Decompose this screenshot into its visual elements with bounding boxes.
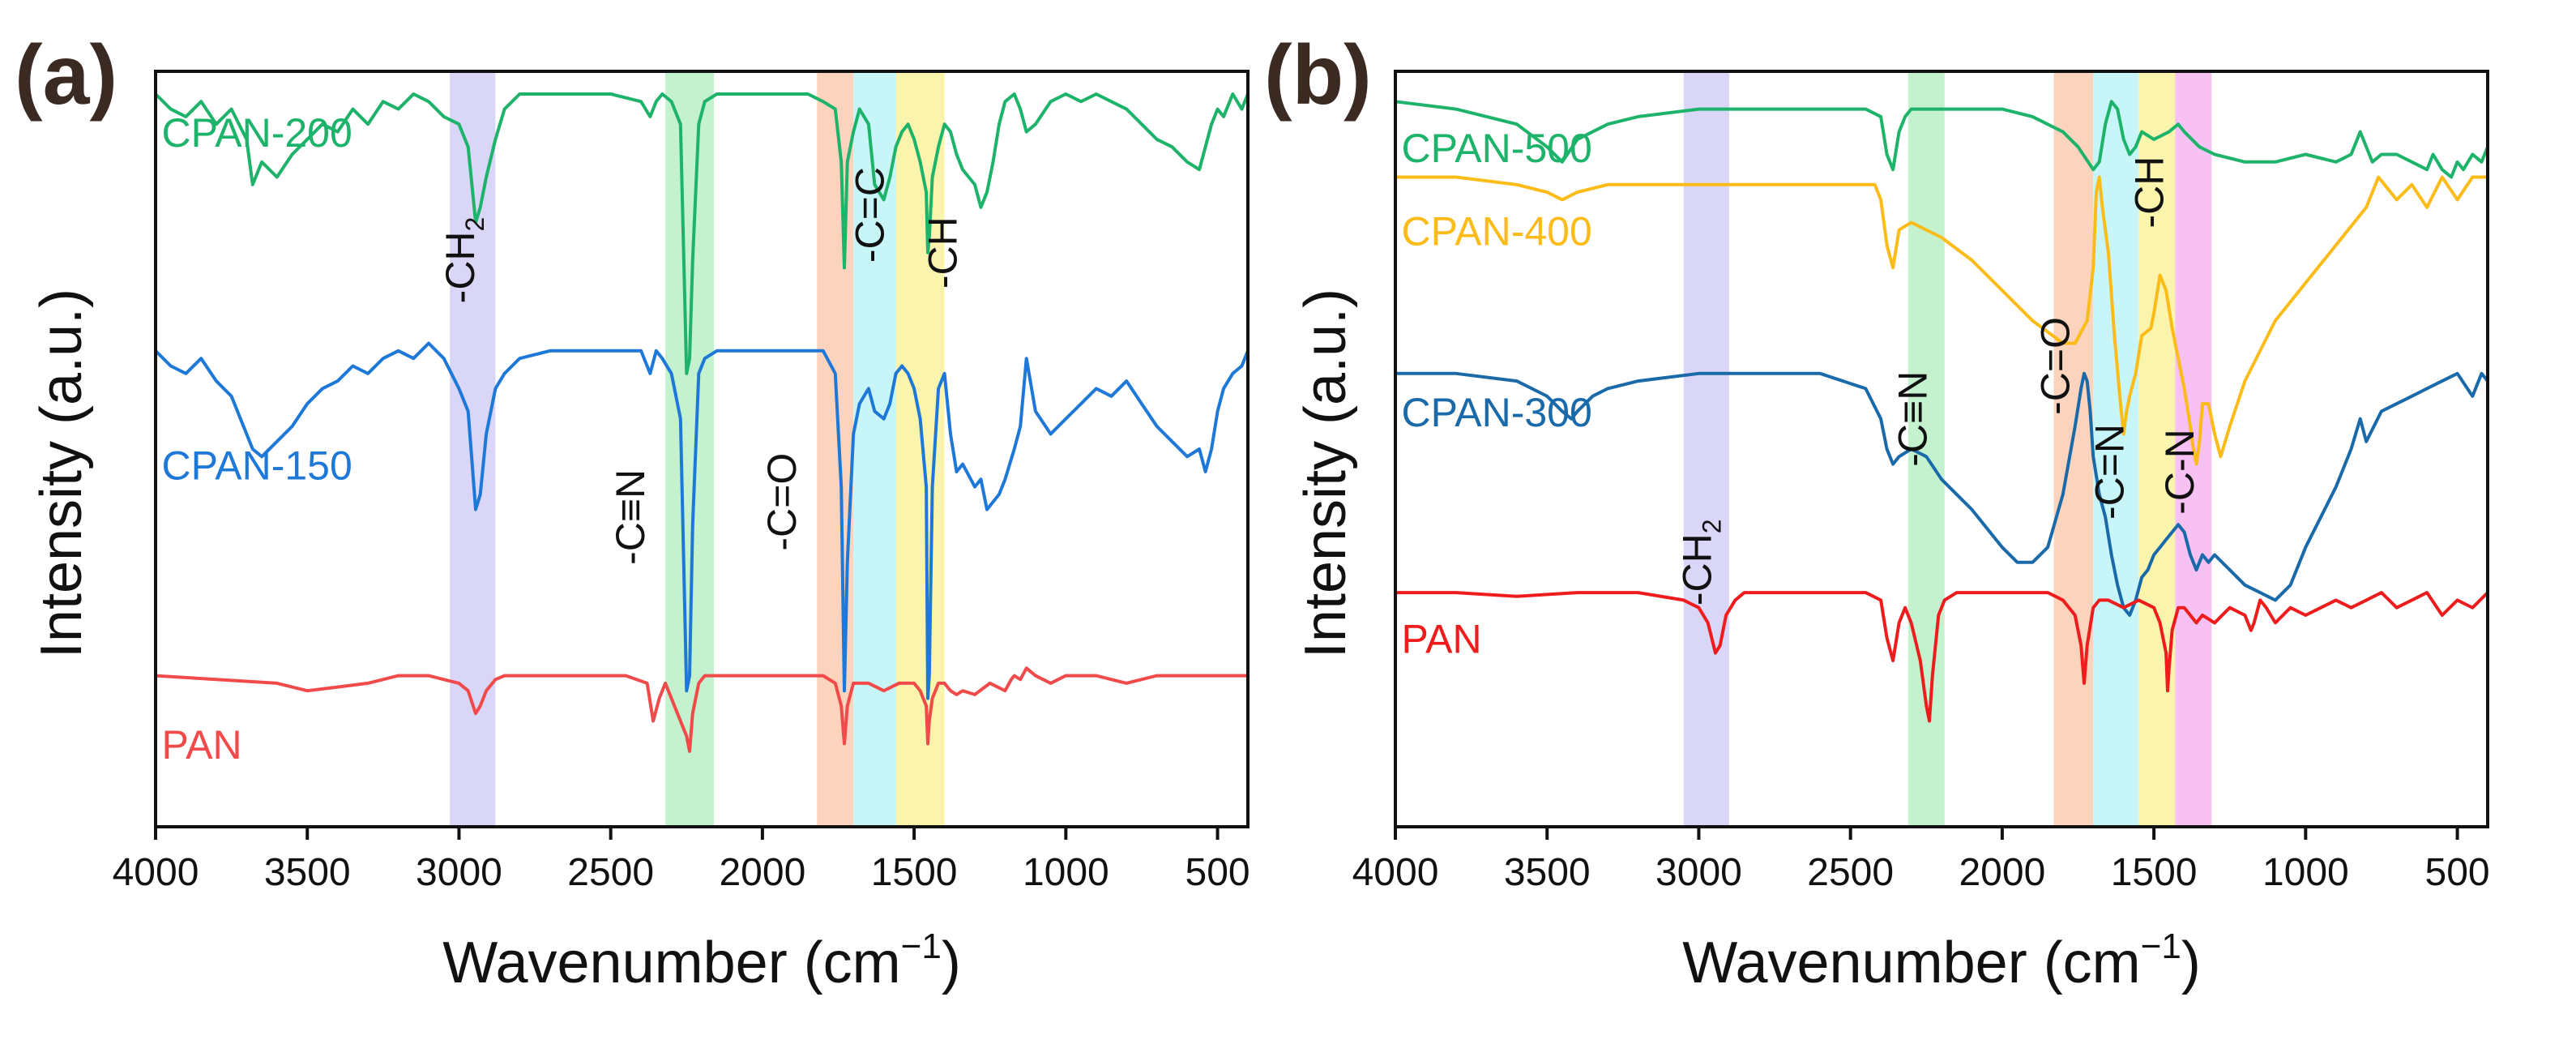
plot-frame xyxy=(154,70,1250,828)
band-annotation: -C≡N xyxy=(608,469,653,565)
band-annotation: -C≡N xyxy=(1890,371,1935,467)
band-annotation: -C=O xyxy=(2032,317,2078,415)
x-tick-label: 4000 xyxy=(113,851,199,894)
series-label: PAN xyxy=(1401,617,1481,662)
x-tick-label: 3000 xyxy=(1655,851,1742,894)
x-tick-label: 1000 xyxy=(1023,851,1109,894)
x-tick-label: 1500 xyxy=(2111,851,2198,894)
series-label: CPAN-200 xyxy=(161,110,352,156)
x-tick-label: 2000 xyxy=(719,851,805,894)
highlight-band xyxy=(665,71,714,827)
panel-a: CPAN-200 CPAN-150 PAN -CH2 -C≡N -C=O -C=C -CH 40… xyxy=(15,28,1250,995)
x-tick-label: 3500 xyxy=(264,851,351,894)
series-label: PAN xyxy=(161,722,241,768)
highlight-band xyxy=(853,71,896,827)
series-label: CPAN-400 xyxy=(1401,208,1591,254)
series-line-cpan-300 xyxy=(1395,371,2489,617)
panel-b: CPAN-500CPAN-400CPAN-300PAN-CH2-C≡N-C=O-… xyxy=(1264,28,2490,995)
x-axis-title: Wavenumber (cm−1) xyxy=(442,926,961,995)
series-line-pan xyxy=(155,666,1248,753)
x-tick-label: 2000 xyxy=(1959,851,2045,894)
series-line-cpan-200 xyxy=(154,92,1250,375)
series-line-cpan-400 xyxy=(1395,175,2488,466)
x-tick-label: 1000 xyxy=(2262,851,2349,894)
panel-label: (b) xyxy=(1264,28,1372,122)
highlight-band xyxy=(2138,71,2176,827)
band-annotation: -CH xyxy=(921,216,966,289)
band-annotation: -CH2 xyxy=(438,217,489,304)
x-tick-label: 4000 xyxy=(1352,851,1439,894)
band-annotation: -CH xyxy=(2126,156,2172,229)
series-label: CPAN-500 xyxy=(1401,126,1591,171)
band-annotation: -C=N xyxy=(2087,424,2133,520)
highlight-band xyxy=(1683,71,1729,827)
series-line-cpan-500 xyxy=(1395,100,2489,179)
x-tick-label: 2500 xyxy=(1807,851,1894,894)
y-axis-title: Intensity (a.u.) xyxy=(1293,289,1358,658)
plot-frame xyxy=(1394,70,2489,828)
series-label: CPAN-300 xyxy=(1401,390,1591,435)
x-tick-label: 3500 xyxy=(1504,851,1591,894)
band-annotation: -C=O xyxy=(759,453,805,551)
x-tick-label: 2500 xyxy=(567,851,654,894)
x-axis-title: Wavenumber (cm−1) xyxy=(1682,926,2201,995)
y-axis-title: Intensity (a.u.) xyxy=(29,289,94,658)
x-tick-label: 500 xyxy=(2425,851,2490,894)
x-tick-label: 1500 xyxy=(871,851,958,894)
series-label: CPAN-150 xyxy=(161,443,352,488)
band-annotation: -C=C xyxy=(848,167,893,263)
highlight-band xyxy=(2053,71,2094,827)
panel-label: (a) xyxy=(15,28,117,122)
x-tick-label: 500 xyxy=(1185,851,1250,894)
band-annotation: -C-N xyxy=(2157,429,2202,515)
highlight-band xyxy=(895,71,945,827)
x-tick-label: 3000 xyxy=(416,851,502,894)
series-line-cpan-150 xyxy=(154,341,1250,700)
band-annotation: -CH2 xyxy=(1674,519,1726,605)
series-line-pan xyxy=(1395,591,2489,723)
